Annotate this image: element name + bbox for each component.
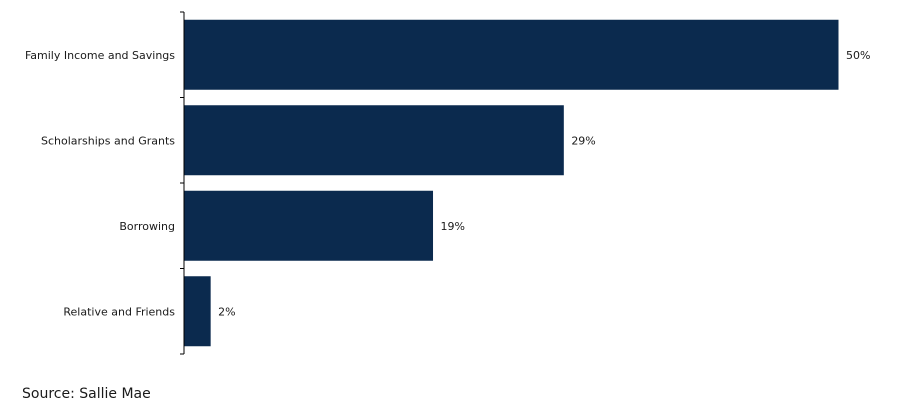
source-note: Source: Sallie Mae [22, 386, 151, 402]
bar [184, 190, 434, 261]
category-label: Scholarships and Grants [41, 134, 175, 147]
category-axis [180, 11, 185, 355]
data-label: 50% [846, 49, 870, 62]
bar [184, 19, 839, 90]
data-label: 19% [441, 220, 465, 233]
category-label: Family Income and Savings [25, 49, 175, 62]
category-label: Relative and Friends [63, 305, 175, 318]
data-label: 29% [571, 134, 595, 147]
category-label: Borrowing [119, 220, 175, 233]
data-label: 2% [218, 305, 235, 318]
bar-series [184, 19, 839, 347]
bar-chart: Family Income and Savings 50% Scholarships… [25, 11, 870, 355]
chart-labels: Family Income and Savings 50% Scholarships… [25, 49, 870, 319]
bar [184, 276, 211, 347]
bar [184, 105, 564, 176]
